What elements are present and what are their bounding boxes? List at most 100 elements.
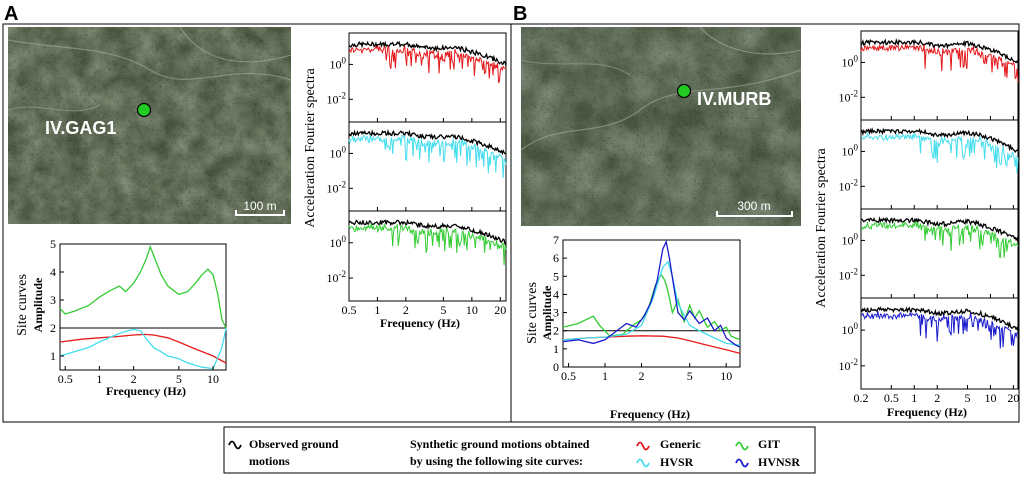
spectrum-b-generic-ytick-label: 10-2 bbox=[839, 88, 859, 104]
site-curves-b-ytick-label: 5 bbox=[553, 269, 559, 283]
spectrum-b-hvnsr-xtick-label: 0.5 bbox=[884, 391, 899, 405]
spectrum-b-hvnsr-xtick-label: 2 bbox=[934, 391, 940, 405]
site-curves-a-ytick-label: 5 bbox=[50, 237, 56, 251]
site-curves-a-axes bbox=[59, 243, 227, 371]
spectrum-a-hvsr-ytick-label: 100 bbox=[330, 144, 347, 160]
site-curves-a-ytick-label: 4 bbox=[50, 265, 56, 279]
site-curves-a-xtick-label: 1 bbox=[96, 372, 102, 386]
spectra-ylabel-b: Acceleration Fourier spectra bbox=[814, 148, 829, 308]
spectrum-a-generic-ytick-label: 100 bbox=[330, 55, 347, 71]
site-curves-b-hvnsr-curve bbox=[562, 239, 741, 348]
legend: Observed ground motions Synthetic ground… bbox=[223, 426, 816, 474]
spectrum-a-git-axes bbox=[348, 210, 507, 302]
legend-generic-swatch bbox=[636, 441, 650, 451]
site-curves-b-hvsr-curve bbox=[562, 260, 741, 346]
scale-label-b: 300 m bbox=[737, 199, 770, 213]
spectrum-a-git-ytick-label: 100 bbox=[330, 234, 347, 250]
spectrum-b-hvsr-synthetic-line bbox=[860, 131, 1019, 174]
site-curves-a-ytick-label: 3 bbox=[50, 293, 56, 307]
spectrum-b-hvnsr-synthetic-line bbox=[861, 310, 1019, 349]
legend-git-swatch bbox=[735, 441, 749, 451]
spectrum-b-git-ytick-label: 10-2 bbox=[839, 266, 859, 282]
spectrum-a-git: 100 10-2 0.5 1 2 5 10 20 bbox=[327, 210, 507, 317]
legend-observed-line2: motions bbox=[249, 454, 290, 468]
legend-generic-label: Generic bbox=[660, 437, 701, 451]
site-curves-a-xtick-label: 0.5 bbox=[58, 372, 73, 386]
spectrum-b-git-synthetic-line bbox=[860, 220, 1019, 259]
spectrum-a-hvsr-observed-line bbox=[348, 128, 506, 156]
spectrum-b-hvnsr-ytick-label: 100 bbox=[842, 321, 859, 337]
site-curves-b-ytick-label: 7 bbox=[553, 233, 559, 247]
spectrum-a-hvsr: 100 10-2 bbox=[327, 121, 507, 212]
spectrum-b-hvnsr-axes bbox=[860, 297, 1019, 390]
spectrum-b-git-observed-line bbox=[860, 216, 1019, 243]
site-curves-a-hvsr-curve bbox=[59, 327, 227, 370]
legend-hvsr-swatch bbox=[636, 458, 650, 468]
site-curves-b-ytick-label: 2 bbox=[553, 324, 559, 338]
legend-observed-line1: Observed ground bbox=[249, 437, 339, 451]
spectrum-a-generic: 100 10-2 bbox=[327, 32, 507, 123]
spectrum-b-generic-ytick-label: 100 bbox=[842, 53, 859, 69]
site-curves-a-generic-curve bbox=[59, 333, 227, 364]
site-curves-b-xtick-label: 5 bbox=[687, 369, 693, 383]
spectrum-b-git-ytick-label: 100 bbox=[842, 231, 859, 247]
spectrum-a-generic-observed-line bbox=[348, 40, 507, 67]
legend-synthetic-line1: Synthetic ground motions obtained bbox=[410, 437, 590, 451]
site-ylabel-sub-b: Amplitude bbox=[540, 285, 554, 340]
spectrum-b-hvnsr-observed-line bbox=[860, 306, 1019, 331]
spectrum-b-hvsr-ytick-label: 10-2 bbox=[839, 177, 859, 193]
spectrum-b-hvnsr: 100 10-2 0.2 0.5 1 2 5 10 20 bbox=[839, 297, 1019, 405]
site-curves-b-axes bbox=[562, 239, 741, 368]
station-marker-b bbox=[676, 83, 692, 99]
spectrum-a-git-xtick-label: 0.5 bbox=[342, 303, 357, 317]
spectrum-b-hvsr-axes bbox=[860, 119, 1019, 210]
spectrum-a-generic-ytick-label: 10-2 bbox=[327, 90, 347, 106]
site-curves-a-git-curve bbox=[59, 244, 227, 329]
site-curves-b-xtick-label: 10 bbox=[720, 369, 732, 383]
site-ylabel-sub-a: Amplitude bbox=[31, 277, 45, 332]
scale-label-a: 100 m bbox=[243, 199, 276, 213]
spectrum-b-hvsr: 100 10-2 bbox=[839, 119, 1019, 210]
legend-observed-swatch bbox=[228, 440, 242, 450]
site-curves-b-ytick-label: 3 bbox=[553, 306, 559, 320]
site-curves-b-ytick-label: 4 bbox=[553, 287, 559, 301]
site-curves-a-ytick-label: 2 bbox=[50, 321, 56, 335]
spectrum-b-hvnsr-xtick-label: 20 bbox=[1007, 391, 1019, 405]
spectrum-a-git-xtick-label: 5 bbox=[440, 303, 446, 317]
spectrum-a-git-xtick-label: 2 bbox=[403, 303, 409, 317]
spectrum-a-git-observed-line bbox=[348, 218, 507, 247]
site-xlabel-b: Frequency (Hz) bbox=[610, 407, 690, 421]
site-curves-b-ytick-label: 1 bbox=[553, 342, 559, 356]
legend-box bbox=[223, 426, 816, 474]
legend-hvnsr-label: HVNSR bbox=[758, 455, 800, 469]
legend-hvsr-label: HVSR bbox=[660, 455, 694, 469]
site-xlabel-a: Frequency (Hz) bbox=[106, 384, 186, 398]
spectrum-a-git-xtick-label: 1 bbox=[374, 303, 380, 317]
legend-git-label: GIT bbox=[758, 437, 780, 451]
spectrum-b-hvnsr-ytick-label: 10-2 bbox=[839, 357, 859, 373]
spectrum-a-hvsr-synthetic-line bbox=[348, 134, 507, 179]
spectrum-a-git-xtick-label: 10 bbox=[466, 303, 478, 317]
site-curves-b-xtick-label: 0.5 bbox=[561, 369, 576, 383]
legend-synthetic-line2: by using the following site curves: bbox=[410, 454, 583, 468]
station-marker-a bbox=[136, 102, 152, 118]
spectra-ylabel-a: Acceleration Fourier spectra bbox=[303, 68, 318, 228]
panel-b-frame bbox=[510, 23, 1020, 423]
spectrum-b-git: 100 10-2 bbox=[839, 208, 1019, 299]
site-curves-a-xtick-label: 2 bbox=[131, 372, 137, 386]
spectrum-b-generic-axes bbox=[860, 30, 1019, 121]
site-ylabel-main-a: Site curves bbox=[15, 274, 30, 336]
site-curves-a-ytick-label: 1 bbox=[50, 349, 56, 363]
spectrum-a-hvsr-ytick-label: 10-2 bbox=[327, 179, 347, 195]
spectrum-a-generic-synthetic-line bbox=[348, 45, 507, 84]
panel-letter-b: B bbox=[513, 3, 527, 25]
site-curves-b-xtick-label: 2 bbox=[638, 369, 644, 383]
spectrum-b-hvnsr-xtick-label: 10 bbox=[984, 391, 996, 405]
station-label-b: IV.MURB bbox=[697, 89, 771, 109]
legend-hvnsr-swatch bbox=[735, 458, 749, 468]
site-ylabel-main-b: Site curves bbox=[525, 282, 540, 344]
aerial-image-b: IV.MURB 300 m bbox=[520, 26, 802, 226]
